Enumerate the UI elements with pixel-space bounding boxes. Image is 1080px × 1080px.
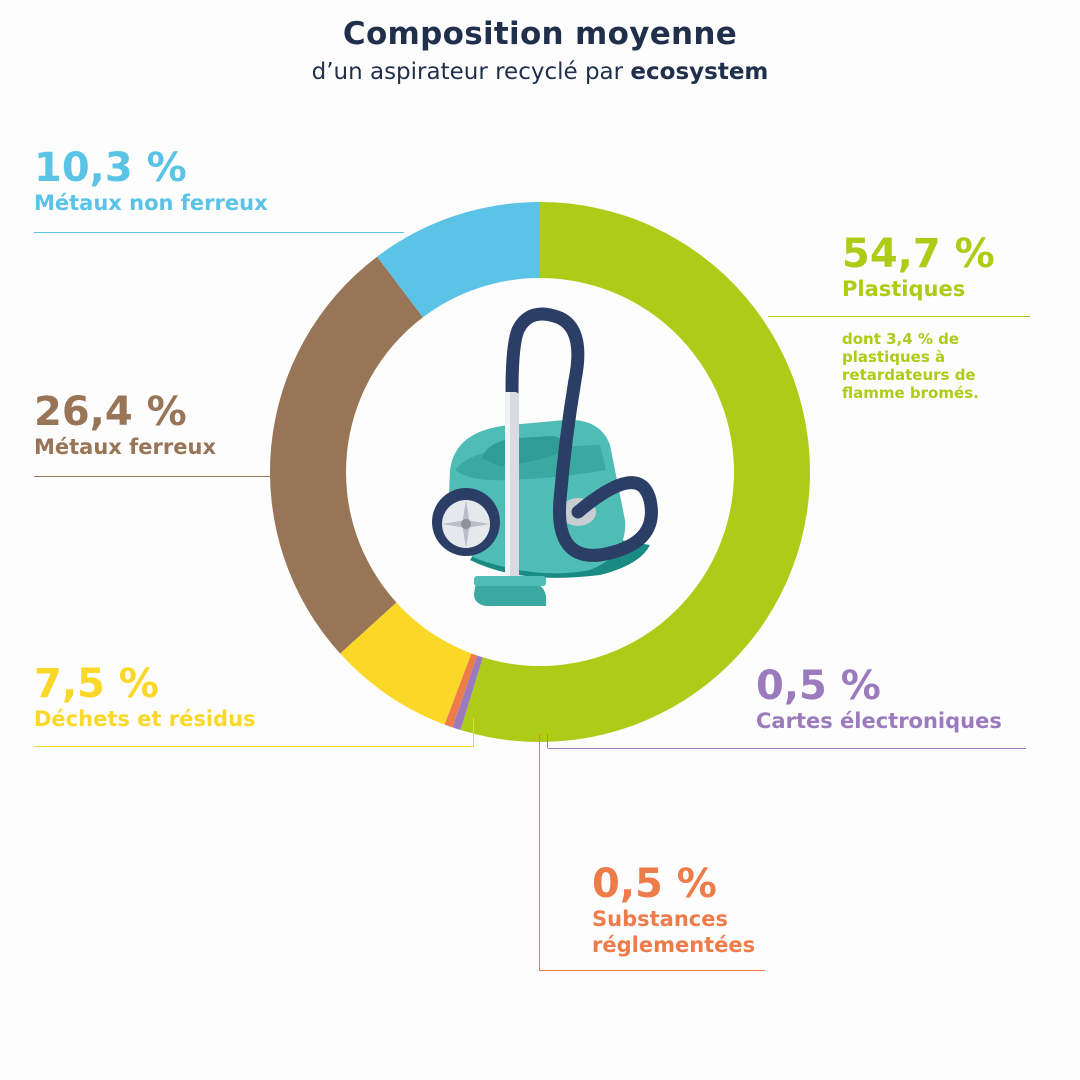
vacuum-cleaner-icon bbox=[432, 307, 658, 606]
chart-title: Composition moyenne bbox=[342, 16, 738, 52]
label-non-ferreux: 10,3 % Métaux non ferreux bbox=[34, 146, 268, 216]
label-plastiques: 54,7 % Plastiques bbox=[842, 232, 995, 302]
leader-line-plastiques bbox=[768, 316, 1030, 317]
label-dechets-value: 7,5 % bbox=[34, 661, 159, 707]
label-cartes: 0,5 % Cartes électroniques bbox=[756, 664, 1002, 734]
chart-subtitle: d’un aspirateur recyclé par ecosystem bbox=[0, 59, 1080, 85]
label-ferreux: 26,4 % Métaux ferreux bbox=[34, 390, 216, 460]
leader-line-substances bbox=[539, 970, 765, 971]
label-plastiques-name: Plastiques bbox=[842, 277, 966, 301]
slice-plastiques bbox=[460, 202, 810, 742]
leader-line-cartes-v bbox=[547, 734, 548, 748]
label-dechets-name: Déchets et résidus bbox=[34, 707, 256, 731]
label-plastiques-note: dont 3,4 % de plastiques à retardateurs … bbox=[842, 330, 979, 402]
subtitle-prefix: d’un aspirateur recyclé par bbox=[311, 59, 631, 85]
label-cartes-value: 0,5 % bbox=[756, 663, 881, 709]
label-plastiques-value: 54,7 % bbox=[842, 231, 995, 277]
label-ferreux-value: 26,4 % bbox=[34, 389, 187, 435]
slice-d-chets-et-r-sidus bbox=[340, 602, 472, 725]
leader-line-substances-v bbox=[539, 734, 540, 970]
label-substances-name: Substances réglementées bbox=[592, 907, 756, 957]
label-substances: 0,5 % Substances réglementées bbox=[592, 862, 782, 958]
leader-line-ferreux bbox=[34, 476, 270, 477]
leader-line-dechets bbox=[34, 746, 474, 747]
leader-line-cartes bbox=[548, 748, 1026, 749]
subtitle-brand: ecosystem bbox=[630, 59, 769, 85]
label-cartes-name: Cartes électroniques bbox=[756, 709, 1002, 733]
slice-m-taux-non-ferreux bbox=[377, 202, 540, 318]
label-substances-value: 0,5 % bbox=[592, 861, 717, 907]
label-ferreux-name: Métaux ferreux bbox=[34, 435, 216, 459]
leader-line-non-ferreux bbox=[34, 232, 404, 233]
donut-slices bbox=[270, 202, 810, 742]
label-dechets: 7,5 % Déchets et résidus bbox=[34, 662, 256, 732]
label-non-ferreux-name: Métaux non ferreux bbox=[34, 191, 268, 215]
leader-line-dechets-v bbox=[473, 718, 474, 746]
slice-substances-r-glement-es bbox=[444, 653, 478, 728]
slice-m-taux-ferreux bbox=[270, 256, 423, 654]
label-non-ferreux-value: 10,3 % bbox=[34, 145, 187, 191]
slice-cartes-lectroniques bbox=[452, 655, 483, 731]
